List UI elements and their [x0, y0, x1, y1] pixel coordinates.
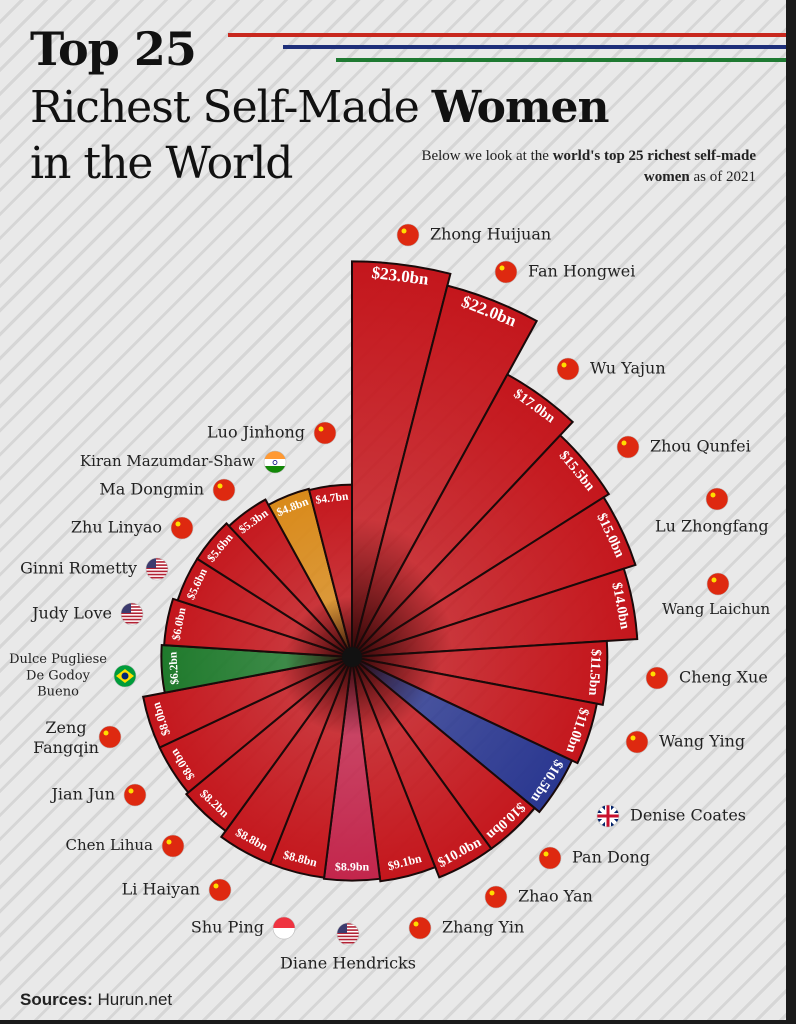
value-label: $6.2bn	[166, 651, 181, 685]
flag-china-icon	[645, 666, 669, 690]
flag-china-icon	[170, 516, 194, 540]
name-label: Kiran Mazumdar-Shaw	[80, 452, 255, 470]
bar-17	[141, 656, 353, 749]
name-label: Zeng Fangqin	[33, 718, 99, 757]
sources-label: Sources:	[20, 990, 93, 1009]
bottom-border	[0, 1020, 796, 1024]
bar-18	[160, 643, 353, 694]
name-label: Luo Jinhong	[207, 423, 305, 442]
flag-china-icon	[396, 223, 420, 247]
bar-12	[322, 656, 382, 882]
flag-china-icon	[98, 725, 122, 749]
bar-4	[351, 495, 637, 658]
flag-china-icon	[706, 572, 730, 596]
flag-india-icon	[263, 450, 287, 474]
subtitle: Below we look at the world's top 25 rich…	[396, 146, 756, 188]
name-label: Diane Hendricks	[280, 954, 416, 973]
flag-usa-icon	[145, 557, 169, 581]
bar-5	[351, 567, 639, 658]
bar-21	[195, 521, 353, 658]
name-label: Zhou Qunfei	[650, 437, 751, 456]
flag-singapore-icon	[272, 916, 296, 940]
bar-1	[351, 284, 539, 658]
center-hub	[342, 647, 362, 667]
name-label: Zhong Huijuan	[430, 225, 551, 244]
flag-china-icon	[484, 885, 508, 909]
accent-line-blue	[283, 45, 786, 49]
flag-china-icon	[705, 487, 729, 511]
value-label: $4.7bn	[315, 489, 350, 506]
flag-china-icon	[313, 421, 337, 445]
flag-uk-icon	[596, 804, 620, 828]
title-line-3: in the World	[30, 138, 293, 189]
bar-23	[267, 487, 353, 658]
accent-line-green	[336, 58, 786, 62]
bar-10	[351, 656, 493, 879]
name-label: Dulce Pugliese De Godoy Bueno	[9, 652, 107, 700]
flag-china-icon	[161, 834, 185, 858]
bar-11	[351, 656, 437, 883]
name-label: Ma Dongmin	[99, 480, 204, 499]
name-label: Ginni Rometty	[20, 559, 137, 578]
flag-china-icon	[494, 260, 518, 284]
name-label: Wang Laichun	[662, 600, 771, 618]
sources: Sources: Hurun.net	[20, 990, 172, 1010]
bar-2	[351, 373, 575, 658]
accent-line-red	[228, 33, 786, 37]
flag-usa-icon	[336, 922, 360, 946]
name-label: Zhang Yin	[442, 918, 524, 937]
name-label: Judy Love	[30, 604, 112, 623]
bar-24	[307, 483, 353, 658]
name-label: Zhu Linyao	[71, 518, 162, 537]
flag-china-icon	[625, 730, 649, 754]
name-label: Wang Ying	[659, 732, 745, 751]
subtitle-bold: world's top 25 richest self-made women	[552, 148, 756, 185]
name-label: Lu Zhongfang	[655, 517, 769, 536]
title-bold: Women	[431, 82, 610, 133]
subtitle-text: Below we look at the	[421, 148, 553, 164]
flag-china-icon	[212, 478, 236, 502]
title-regular: Richest Self-Made	[30, 82, 432, 133]
name-label: Wu Yajun	[590, 359, 666, 378]
name-label: Pan Dong	[572, 848, 650, 867]
name-label: Chen Lihua	[66, 836, 154, 854]
bar-7	[351, 656, 598, 765]
bar-3	[351, 433, 611, 658]
flag-china-icon	[408, 916, 432, 940]
value-label: $11.5bn	[585, 649, 603, 696]
flag-china-icon	[538, 846, 562, 870]
name-label: Zhao Yan	[518, 887, 593, 906]
subtitle-text-end: as of 2021	[689, 169, 757, 185]
right-border	[786, 0, 796, 1024]
flag-usa-icon	[120, 602, 144, 626]
bar-15	[184, 656, 353, 833]
flag-china-icon	[556, 357, 580, 381]
value-label: $6.0bn	[170, 606, 189, 641]
name-label: Denise Coates	[630, 806, 746, 825]
flag-brazil-icon	[113, 664, 137, 688]
title-line-2: Richest Self-Made Women	[30, 82, 610, 133]
name-label: Fan Hongwei	[528, 262, 635, 281]
title-line-1: Top 25	[30, 22, 197, 76]
bar-22	[227, 498, 353, 658]
bar-8	[351, 656, 574, 814]
name-label: Shu Ping	[191, 918, 264, 937]
name-label: Cheng Xue	[679, 668, 768, 687]
flag-china-icon	[123, 783, 147, 807]
flag-china-icon	[208, 878, 232, 902]
sources-value: Hurun.net	[97, 990, 173, 1009]
name-label: Jian Jun	[50, 785, 115, 804]
flag-china-icon	[616, 435, 640, 459]
value-label: $8.9bn	[335, 859, 370, 873]
bar-14	[219, 656, 353, 866]
name-label: Li Haiyan	[122, 880, 200, 899]
bar-6	[351, 639, 609, 707]
